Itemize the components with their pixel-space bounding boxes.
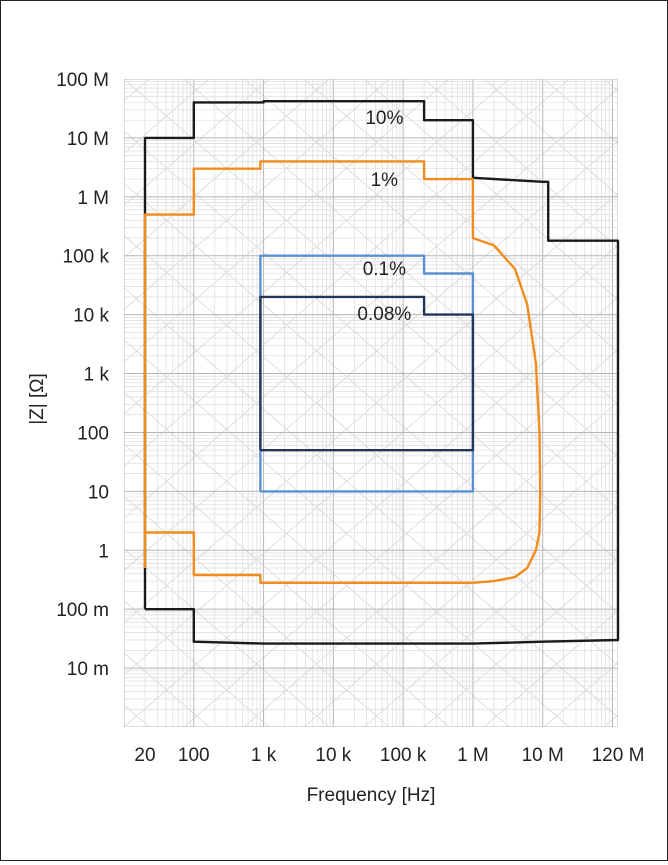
y-tick-label: 10 m [67,659,109,680]
x-tick-labels: 20 100 1 k 10 k 100 k 1 M 10 M 120 M [134,745,644,766]
curve-label: 0.1% [363,259,406,280]
grid-diagonal-up [423,557,618,727]
grid-diagonal-down [664,79,667,727]
series-layer [143,100,620,645]
grid-diagonal-down [243,79,618,405]
y-tick-label: 10 M [67,129,109,150]
y-tick-label: 100 M [56,70,109,91]
grid-diagonal-down [363,79,618,301]
grid-diagonal-up [124,79,450,363]
y-tick-label: 100 [77,423,109,444]
y-tick-label: 1 M [77,188,109,209]
plot-grid [1,79,667,727]
x-tick-label: 10 k [315,745,351,766]
grid-diagonal-up [363,505,618,727]
grid-diagonal-up [124,79,330,258]
y-tick-labels: 100 M 10 M 1 M 100 k 10 k 1 k 100 10 1 100 m 10 m [56,70,109,680]
grid-diagonal-up [483,610,618,727]
x-tick-label: 100 k [380,745,427,766]
x-tick-label: 100 [178,745,210,766]
grid-diagonal-down [124,235,618,666]
grid-diagonal-down [183,79,618,457]
curve-label: 0.08% [357,304,411,325]
grid-diagonal-up [1,79,29,727]
y-tick-label: 10 [88,482,109,503]
x-axis-title: Frequency [Hz] [307,785,436,806]
curve-label: 10% [365,108,403,129]
x-tick-label: 120 M [592,745,645,766]
y-tick-label: 100 m [56,600,109,621]
series-line-1 [143,100,620,645]
grid-diagonal-up [124,79,390,311]
series-line-2 [143,160,542,584]
x-tick-label: 20 [134,745,155,766]
y-axis-title: |Z| [Ω] [27,373,48,425]
grid-diagonal-down [124,548,330,727]
grid-diagonal-down [124,443,450,727]
curve-label: 1% [371,170,399,191]
x-tick-label: 10 M [522,745,564,766]
annotation-layer: 10% 1% 0.1% 0.08% [357,108,411,325]
grid-diagonal-up [303,453,618,727]
grid-diagonal-down [124,495,390,727]
grid-diagonal-down [303,79,618,353]
grid-diagonal-down [124,391,510,727]
y-tick-label: 1 [98,541,109,562]
y-tick-label: 10 k [73,306,109,327]
grid-diagonal-down [483,79,618,196]
grid-diagonal-up [664,79,667,727]
series-line-3 [259,254,475,493]
y-tick-label: 1 k [84,365,110,386]
x-tick-label: 1 M [457,745,489,766]
series-line-4 [259,295,475,452]
grid-diagonal-down [124,182,618,614]
y-tick-label: 100 k [63,247,110,268]
x-tick-label: 1 k [251,745,277,766]
grid-diagonal-down [1,79,29,727]
